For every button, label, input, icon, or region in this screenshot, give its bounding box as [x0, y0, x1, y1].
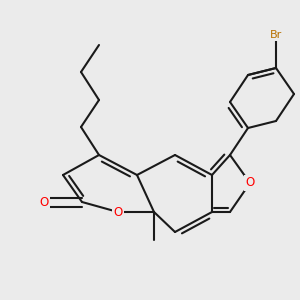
- Text: O: O: [245, 176, 255, 190]
- Text: O: O: [39, 196, 49, 208]
- Text: O: O: [113, 206, 123, 218]
- Text: Br: Br: [270, 30, 282, 40]
